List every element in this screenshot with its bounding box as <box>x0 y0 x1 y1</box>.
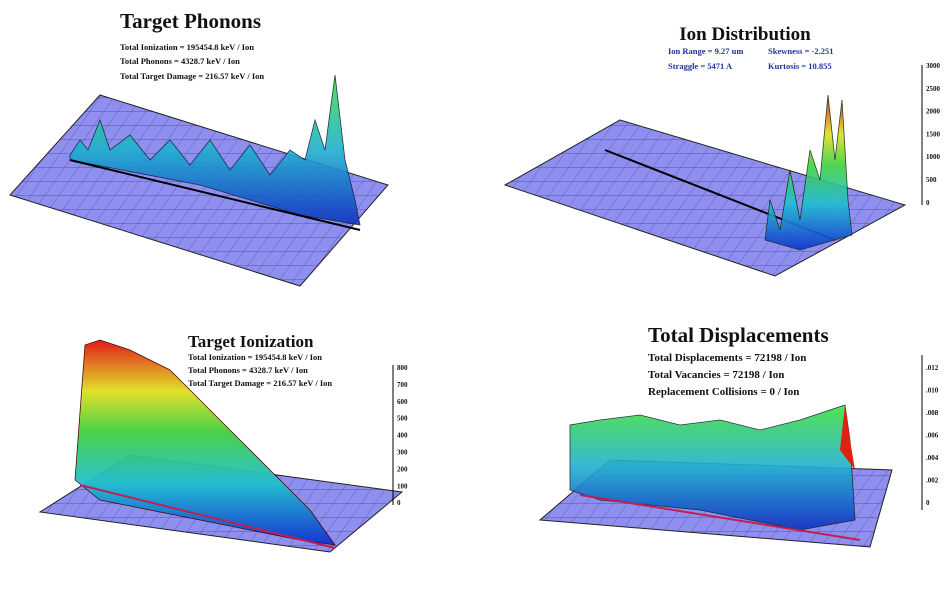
stat-line: Total Displacements = 72198 / Ion <box>648 352 806 364</box>
stat-line: Total Target Damage = 216.57 keV / Ion <box>188 378 332 388</box>
stat-line: Replacement Collisions = 0 / Ion <box>648 386 799 398</box>
tick-label: 1500 <box>926 130 941 138</box>
stat-line: Skewness = -2.251 <box>768 46 834 56</box>
panel-title: Target Phonons <box>120 9 261 33</box>
tick-label: .006 <box>926 432 939 440</box>
tick-label: 500 <box>926 176 937 184</box>
stat-line: Straggle = 5471 A <box>668 61 733 71</box>
tick-label: 800 <box>397 364 408 372</box>
stat-line: Total Ionization = 195454.8 keV / Ion <box>120 42 254 52</box>
panel-title: Ion Distribution <box>679 24 811 45</box>
panel-title: Target Ionization <box>188 332 314 351</box>
tick-label: 500 <box>397 415 408 423</box>
tick-label: 1000 <box>926 153 941 161</box>
tick-label: 700 <box>397 381 408 389</box>
tick-label: .008 <box>926 409 939 417</box>
tick-label: 0 <box>397 499 401 507</box>
tick-label: .002 <box>926 477 939 485</box>
stat-line: Kurtosis = 10.855 <box>768 61 832 71</box>
tick-label: 3000 <box>926 62 941 70</box>
tick-label: .004 <box>926 454 939 462</box>
tick-label: 100 <box>397 482 408 490</box>
tick-label: 300 <box>397 449 408 457</box>
stat-line: Total Phonons = 4328.7 keV / Ion <box>188 365 308 375</box>
stat-line: Total Ionization = 195454.8 keV / Ion <box>188 352 322 362</box>
tick-label: .010 <box>926 387 939 395</box>
tick-label: 0 <box>926 499 930 507</box>
stat-line: Total Phonons = 4328.7 keV / Ion <box>120 56 240 66</box>
stat-line: Total Target Damage = 216.57 keV / Ion <box>120 71 264 81</box>
panel-title: Total Displacements <box>648 323 829 347</box>
tick-label: 600 <box>397 398 408 406</box>
tick-label: 2500 <box>926 85 941 93</box>
tick-label: .012 <box>926 364 939 372</box>
stat-line: Total Vacancies = 72198 / Ion <box>648 369 784 381</box>
tick-label: 0 <box>926 199 930 207</box>
stat-line: Ion Range = 9.27 um <box>668 46 743 56</box>
screenshot: Target Phonons Total Ionization = 195454.… <box>0 0 946 590</box>
tick-label: 2000 <box>926 108 941 116</box>
tick-label: 400 <box>397 432 408 440</box>
tick-label: 200 <box>397 465 408 473</box>
